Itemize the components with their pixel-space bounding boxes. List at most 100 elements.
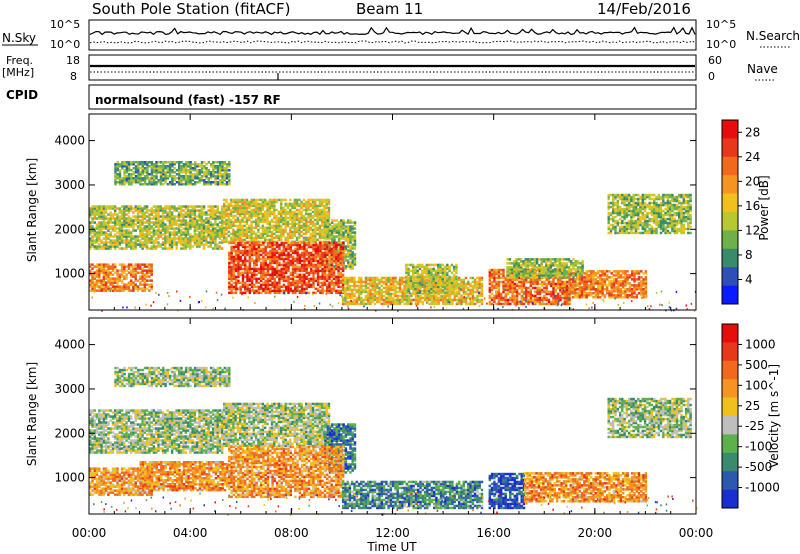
heatmap-cell	[319, 277, 322, 281]
heatmap-cell	[307, 243, 311, 247]
heatmap-cell	[89, 245, 92, 248]
heatmap-cell	[414, 265, 417, 269]
heatmap-cell	[234, 243, 238, 247]
heatmap-cell	[312, 279, 315, 283]
heatmap-cell	[309, 212, 312, 216]
heatmap-cell	[257, 243, 261, 247]
heatmap-cell	[130, 265, 133, 268]
heatmap-cell	[228, 251, 231, 255]
heatmap-cell	[493, 278, 496, 282]
heatmap-cell	[307, 245, 311, 249]
heatmap-cell	[246, 277, 249, 281]
heatmap-cell	[300, 220, 303, 224]
heatmap-cell	[349, 233, 352, 236]
heatmap-cell	[278, 255, 281, 259]
heatmap-cell	[221, 205, 224, 208]
heatmap-cell	[398, 294, 402, 298]
heatmap-cell	[152, 209, 156, 212]
heatmap-cell	[418, 273, 422, 277]
heatmap-cell	[261, 218, 265, 222]
heatmap-cell	[320, 220, 324, 224]
heatmap-cell	[493, 270, 496, 274]
heatmap-cell	[455, 271, 458, 275]
heatmap-cell	[316, 287, 320, 291]
heatmap-cell	[228, 285, 231, 289]
heatmap-cell	[264, 271, 267, 275]
heatmap-cell	[114, 177, 117, 180]
heatmap-cell	[331, 227, 334, 230]
heatmap-cell	[255, 249, 258, 253]
heatmap-cell	[159, 205, 162, 208]
heatmap-cell	[312, 291, 315, 295]
heatmap-cell	[120, 213, 124, 216]
heatmap-cell	[205, 181, 208, 184]
heatmap-cell	[314, 257, 317, 261]
heatmap-cell	[314, 208, 317, 212]
heatmap-cell	[237, 271, 240, 275]
heatmap-cell	[161, 243, 165, 246]
heatmap-cell	[161, 221, 165, 224]
heatmap-cell	[311, 232, 315, 236]
heatmap-cell	[184, 163, 188, 166]
heatmap-cell	[153, 165, 156, 168]
heatmap-cell	[116, 223, 119, 226]
heatmap-cell	[241, 245, 245, 249]
heatmap-cell	[182, 213, 185, 216]
heatmap-cell	[318, 210, 321, 214]
heatmap-cell	[469, 302, 472, 306]
heatmap-cell	[116, 287, 119, 290]
heatmap-cell	[93, 285, 96, 288]
heatmap-cell	[230, 247, 233, 251]
heatmap-cell	[309, 226, 312, 230]
heatmap-cell	[273, 281, 276, 285]
heatmap-cell	[280, 204, 283, 208]
heatmap-cell	[277, 198, 281, 202]
heatmap-cell	[430, 271, 433, 275]
heatmap-cell	[114, 265, 117, 268]
heatmap-cell	[275, 251, 279, 255]
heatmap-cell	[91, 225, 94, 228]
heatmap-cell	[180, 231, 183, 234]
heatmap-cell	[223, 240, 226, 244]
heatmap-cell	[150, 231, 153, 234]
heatmap-cell	[223, 236, 226, 240]
heatmap-cell	[93, 273, 96, 276]
heatmap-cell	[344, 245, 348, 248]
heatmap-cell	[298, 273, 302, 277]
heatmap-cell	[353, 231, 357, 234]
heatmap-cell	[120, 229, 124, 232]
heatmap-cell	[266, 214, 269, 218]
heatmap-cell	[91, 275, 94, 278]
heatmap-cell	[155, 211, 158, 214]
heatmap-cell	[282, 234, 285, 238]
heatmap-cell	[155, 233, 158, 236]
heatmap-cell	[255, 259, 258, 263]
heatmap-cell	[248, 277, 251, 281]
heatmap-cell	[437, 300, 440, 304]
heatmap-cell	[102, 209, 106, 212]
heatmap-cell	[139, 275, 142, 278]
heatmap-cell	[332, 277, 336, 281]
heatmap-cell	[455, 267, 458, 271]
heatmap-cell	[314, 271, 317, 275]
heatmap-cell	[243, 214, 246, 218]
heatmap-cell	[257, 247, 261, 251]
heatmap-cell	[282, 247, 286, 251]
heatmap-cell	[294, 287, 297, 291]
heatmap-cell	[495, 286, 498, 290]
heatmap-cell	[248, 243, 251, 247]
heatmap-cell	[225, 214, 228, 218]
heatmap-cell	[232, 257, 236, 261]
heatmap-cell	[318, 216, 321, 220]
heatmap-cell	[229, 218, 233, 222]
heatmap-cell	[307, 291, 311, 295]
heatmap-cell	[182, 163, 185, 166]
heatmap-cell	[278, 277, 281, 281]
heatmap-cell	[473, 302, 477, 306]
heatmap-cell	[298, 212, 301, 216]
heatmap-cell	[248, 210, 251, 214]
heatmap-cell	[490, 280, 494, 284]
heatmap-cell	[264, 287, 267, 291]
heatmap-cell	[150, 227, 153, 230]
heatmap-cell	[357, 286, 361, 290]
